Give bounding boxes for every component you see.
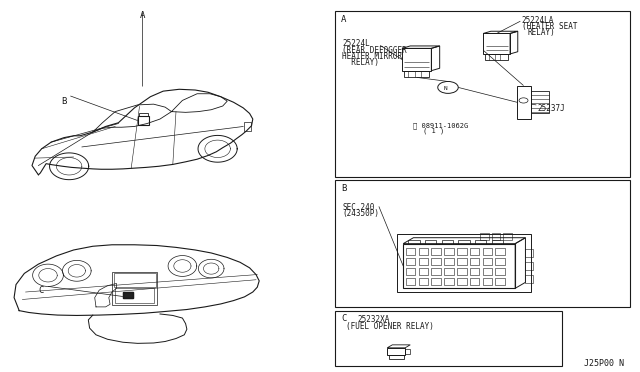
Bar xyxy=(402,48,431,71)
Text: Ⓝ 08911-1062G: Ⓝ 08911-1062G xyxy=(413,122,468,129)
Bar xyxy=(114,273,156,287)
Text: (REAR DEFOGGER: (REAR DEFOGGER xyxy=(342,46,407,55)
Bar xyxy=(470,258,479,265)
Text: (24350P): (24350P) xyxy=(342,209,380,218)
Bar xyxy=(483,278,492,285)
Bar xyxy=(444,278,454,285)
Bar xyxy=(492,240,503,244)
Bar xyxy=(425,240,436,244)
Bar xyxy=(457,258,467,265)
Text: C: C xyxy=(38,286,44,295)
Bar xyxy=(475,240,486,244)
Bar xyxy=(123,292,133,298)
Text: B: B xyxy=(341,184,346,193)
Bar xyxy=(335,311,562,366)
Bar xyxy=(335,11,630,177)
Text: SEC.240: SEC.240 xyxy=(342,203,375,212)
Text: A: A xyxy=(341,15,346,24)
Text: HEATER MIRROR: HEATER MIRROR xyxy=(342,52,403,61)
Text: ( 1 ): ( 1 ) xyxy=(423,128,444,134)
Bar xyxy=(525,249,533,257)
Bar xyxy=(403,244,515,288)
Bar xyxy=(389,355,404,359)
Bar xyxy=(408,240,420,244)
Text: C: C xyxy=(341,314,346,323)
Bar xyxy=(138,116,149,125)
Bar xyxy=(470,248,479,255)
Text: 25237J: 25237J xyxy=(538,104,565,113)
Bar xyxy=(244,122,251,131)
Bar xyxy=(431,258,441,265)
Bar xyxy=(405,349,410,354)
Bar xyxy=(431,248,441,255)
Bar xyxy=(483,268,492,275)
Bar xyxy=(495,268,505,275)
Bar xyxy=(470,278,479,285)
Bar xyxy=(419,278,428,285)
Text: RELAY): RELAY) xyxy=(342,58,380,67)
Bar xyxy=(406,278,415,285)
Bar xyxy=(444,248,454,255)
Bar xyxy=(444,258,454,265)
Bar xyxy=(404,71,429,77)
Bar xyxy=(387,348,405,355)
Bar xyxy=(517,86,531,119)
Bar xyxy=(495,248,505,255)
Bar xyxy=(335,180,630,307)
Bar xyxy=(406,248,415,255)
Bar xyxy=(431,268,441,275)
Text: (FUEL OPENER RELAY): (FUEL OPENER RELAY) xyxy=(346,322,433,331)
Bar xyxy=(485,54,508,60)
Bar xyxy=(470,268,479,275)
Bar xyxy=(406,268,415,275)
Bar xyxy=(492,233,500,240)
Bar xyxy=(495,258,505,265)
Text: (HEATER SEAT: (HEATER SEAT xyxy=(522,22,577,31)
Bar xyxy=(480,233,489,240)
Bar xyxy=(483,248,492,255)
Bar xyxy=(483,258,492,265)
Bar xyxy=(115,288,154,303)
Bar xyxy=(525,275,533,283)
Bar xyxy=(458,240,470,244)
Bar xyxy=(123,292,133,298)
Bar xyxy=(444,268,454,275)
Bar xyxy=(483,33,510,54)
Bar xyxy=(419,268,428,275)
Bar xyxy=(431,278,441,285)
Text: 25224L: 25224L xyxy=(342,39,370,48)
Text: RELAY): RELAY) xyxy=(528,28,556,37)
Bar xyxy=(457,268,467,275)
Bar xyxy=(112,272,157,305)
Bar xyxy=(503,233,512,240)
Bar xyxy=(419,258,428,265)
Text: J25P00 N: J25P00 N xyxy=(584,359,624,368)
Bar xyxy=(419,248,428,255)
Bar xyxy=(525,262,533,270)
Bar xyxy=(457,248,467,255)
Bar xyxy=(397,234,531,292)
Bar xyxy=(531,91,549,113)
Bar xyxy=(406,258,415,265)
Text: N: N xyxy=(444,86,447,91)
Bar xyxy=(495,278,505,285)
Bar xyxy=(442,240,453,244)
Text: 25224LA: 25224LA xyxy=(522,16,554,25)
Text: 25232XA: 25232XA xyxy=(357,315,390,324)
Text: A: A xyxy=(140,11,145,20)
Bar xyxy=(457,278,467,285)
Bar xyxy=(139,113,148,116)
Text: B: B xyxy=(61,97,66,106)
